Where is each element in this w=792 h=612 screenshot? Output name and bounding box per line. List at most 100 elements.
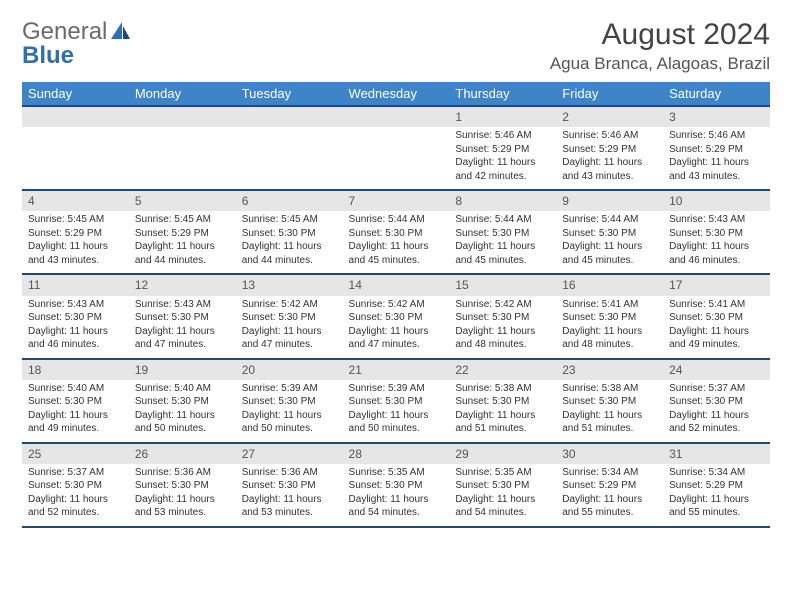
sunset-text: Sunset: 5:30 PM xyxy=(135,311,230,325)
sunset-text: Sunset: 5:29 PM xyxy=(562,479,657,493)
sunset-text: Sunset: 5:30 PM xyxy=(28,479,123,493)
day-number-cell: 24 xyxy=(663,359,770,380)
daylight-text: Daylight: 11 hours and 49 minutes. xyxy=(669,325,764,352)
day-detail-cell: Sunrise: 5:38 AMSunset: 5:30 PMDaylight:… xyxy=(556,380,663,443)
day-number-cell: 31 xyxy=(663,443,770,464)
day-detail-cell: Sunrise: 5:44 AMSunset: 5:30 PMDaylight:… xyxy=(343,211,450,274)
day-number-cell xyxy=(236,106,343,127)
day-detail-cell: Sunrise: 5:36 AMSunset: 5:30 PMDaylight:… xyxy=(129,464,236,527)
daylight-text: Daylight: 11 hours and 46 minutes. xyxy=(28,325,123,352)
day-detail-cell: Sunrise: 5:36 AMSunset: 5:30 PMDaylight:… xyxy=(236,464,343,527)
sunset-text: Sunset: 5:30 PM xyxy=(669,395,764,409)
sunrise-text: Sunrise: 5:42 AM xyxy=(349,298,444,312)
day-detail-cell: Sunrise: 5:41 AMSunset: 5:30 PMDaylight:… xyxy=(556,296,663,359)
daylight-text: Daylight: 11 hours and 54 minutes. xyxy=(455,493,550,520)
day-detail-cell: Sunrise: 5:46 AMSunset: 5:29 PMDaylight:… xyxy=(449,127,556,190)
detail-row: Sunrise: 5:43 AMSunset: 5:30 PMDaylight:… xyxy=(22,296,770,359)
day-detail-cell xyxy=(129,127,236,190)
sunset-text: Sunset: 5:30 PM xyxy=(349,227,444,241)
day-number-cell: 30 xyxy=(556,443,663,464)
day-number-cell: 1 xyxy=(449,106,556,127)
day-detail-cell: Sunrise: 5:43 AMSunset: 5:30 PMDaylight:… xyxy=(129,296,236,359)
day-number-cell: 12 xyxy=(129,274,236,295)
day-number-cell xyxy=(129,106,236,127)
day-detail-cell: Sunrise: 5:34 AMSunset: 5:29 PMDaylight:… xyxy=(663,464,770,527)
daylight-text: Daylight: 11 hours and 52 minutes. xyxy=(669,409,764,436)
day-header: Wednesday xyxy=(343,82,450,106)
day-detail-cell: Sunrise: 5:40 AMSunset: 5:30 PMDaylight:… xyxy=(22,380,129,443)
sunrise-text: Sunrise: 5:36 AM xyxy=(135,466,230,480)
day-number-cell: 10 xyxy=(663,190,770,211)
detail-row: Sunrise: 5:45 AMSunset: 5:29 PMDaylight:… xyxy=(22,211,770,274)
logo-sail-icon xyxy=(111,22,131,40)
daylight-text: Daylight: 11 hours and 54 minutes. xyxy=(349,493,444,520)
sunrise-text: Sunrise: 5:46 AM xyxy=(562,129,657,143)
daylight-text: Daylight: 11 hours and 47 minutes. xyxy=(349,325,444,352)
day-detail-cell xyxy=(236,127,343,190)
sunset-text: Sunset: 5:29 PM xyxy=(28,227,123,241)
sunrise-text: Sunrise: 5:38 AM xyxy=(562,382,657,396)
sunset-text: Sunset: 5:30 PM xyxy=(455,311,550,325)
day-detail-cell: Sunrise: 5:38 AMSunset: 5:30 PMDaylight:… xyxy=(449,380,556,443)
day-number-cell: 4 xyxy=(22,190,129,211)
sunrise-text: Sunrise: 5:44 AM xyxy=(562,213,657,227)
sunset-text: Sunset: 5:30 PM xyxy=(349,311,444,325)
day-detail-cell: Sunrise: 5:45 AMSunset: 5:30 PMDaylight:… xyxy=(236,211,343,274)
sunset-text: Sunset: 5:30 PM xyxy=(135,395,230,409)
sunset-text: Sunset: 5:30 PM xyxy=(455,479,550,493)
sunset-text: Sunset: 5:30 PM xyxy=(242,479,337,493)
day-detail-cell: Sunrise: 5:42 AMSunset: 5:30 PMDaylight:… xyxy=(449,296,556,359)
day-number-cell xyxy=(22,106,129,127)
day-number-cell: 18 xyxy=(22,359,129,380)
sunrise-text: Sunrise: 5:37 AM xyxy=(28,466,123,480)
daynum-row: 11121314151617 xyxy=(22,274,770,295)
sunrise-text: Sunrise: 5:46 AM xyxy=(669,129,764,143)
day-detail-cell: Sunrise: 5:41 AMSunset: 5:30 PMDaylight:… xyxy=(663,296,770,359)
day-detail-cell: Sunrise: 5:44 AMSunset: 5:30 PMDaylight:… xyxy=(449,211,556,274)
sunrise-text: Sunrise: 5:34 AM xyxy=(669,466,764,480)
sunrise-text: Sunrise: 5:35 AM xyxy=(455,466,550,480)
logo-text-2: Blue xyxy=(22,42,74,70)
sunrise-text: Sunrise: 5:43 AM xyxy=(135,298,230,312)
sunrise-text: Sunrise: 5:34 AM xyxy=(562,466,657,480)
day-number-cell: 29 xyxy=(449,443,556,464)
day-detail-cell: Sunrise: 5:37 AMSunset: 5:30 PMDaylight:… xyxy=(663,380,770,443)
day-number-cell: 21 xyxy=(343,359,450,380)
day-detail-cell xyxy=(22,127,129,190)
day-header: Saturday xyxy=(663,82,770,106)
daylight-text: Daylight: 11 hours and 44 minutes. xyxy=(242,240,337,267)
day-number-cell: 3 xyxy=(663,106,770,127)
sunrise-text: Sunrise: 5:46 AM xyxy=(455,129,550,143)
daylight-text: Daylight: 11 hours and 47 minutes. xyxy=(242,325,337,352)
day-detail-cell: Sunrise: 5:42 AMSunset: 5:30 PMDaylight:… xyxy=(343,296,450,359)
day-header-row: Sunday Monday Tuesday Wednesday Thursday… xyxy=(22,82,770,106)
daylight-text: Daylight: 11 hours and 50 minutes. xyxy=(135,409,230,436)
day-detail-cell: Sunrise: 5:39 AMSunset: 5:30 PMDaylight:… xyxy=(236,380,343,443)
daynum-row: 45678910 xyxy=(22,190,770,211)
sunrise-text: Sunrise: 5:39 AM xyxy=(349,382,444,396)
sunset-text: Sunset: 5:29 PM xyxy=(669,479,764,493)
sunset-text: Sunset: 5:30 PM xyxy=(562,395,657,409)
sunrise-text: Sunrise: 5:43 AM xyxy=(28,298,123,312)
daylight-text: Daylight: 11 hours and 45 minutes. xyxy=(349,240,444,267)
sunrise-text: Sunrise: 5:40 AM xyxy=(135,382,230,396)
day-detail-cell: Sunrise: 5:40 AMSunset: 5:30 PMDaylight:… xyxy=(129,380,236,443)
daylight-text: Daylight: 11 hours and 43 minutes. xyxy=(28,240,123,267)
day-number-cell: 6 xyxy=(236,190,343,211)
sunrise-text: Sunrise: 5:43 AM xyxy=(669,213,764,227)
day-number-cell: 5 xyxy=(129,190,236,211)
day-number-cell: 19 xyxy=(129,359,236,380)
daylight-text: Daylight: 11 hours and 52 minutes. xyxy=(28,493,123,520)
detail-row: Sunrise: 5:37 AMSunset: 5:30 PMDaylight:… xyxy=(22,464,770,527)
day-detail-cell: Sunrise: 5:34 AMSunset: 5:29 PMDaylight:… xyxy=(556,464,663,527)
calendar-table: Sunday Monday Tuesday Wednesday Thursday… xyxy=(22,82,770,528)
day-number-cell: 17 xyxy=(663,274,770,295)
day-number-cell: 25 xyxy=(22,443,129,464)
sunset-text: Sunset: 5:30 PM xyxy=(242,311,337,325)
daylight-text: Daylight: 11 hours and 45 minutes. xyxy=(455,240,550,267)
sunrise-text: Sunrise: 5:45 AM xyxy=(242,213,337,227)
daylight-text: Daylight: 11 hours and 55 minutes. xyxy=(562,493,657,520)
day-detail-cell: Sunrise: 5:35 AMSunset: 5:30 PMDaylight:… xyxy=(343,464,450,527)
sunrise-text: Sunrise: 5:42 AM xyxy=(455,298,550,312)
sunset-text: Sunset: 5:30 PM xyxy=(349,479,444,493)
